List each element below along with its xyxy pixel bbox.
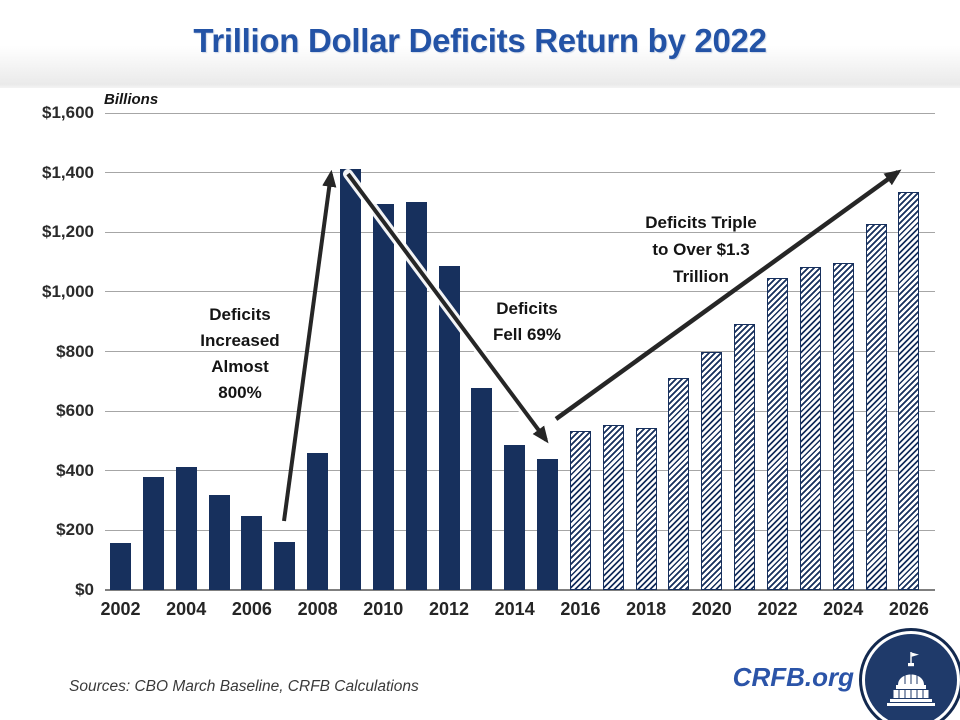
x-tick-label-2006: 2006: [231, 599, 272, 619]
bar-2017: [602, 425, 624, 590]
bar-2018: [635, 427, 657, 590]
page-title: Trillion Dollar Deficits Return by 2022: [193, 22, 767, 59]
x-tick-label-2014: 2014: [494, 599, 535, 619]
x-tick-label-2022: 2022: [757, 599, 798, 619]
annotation-line: Deficits Triple: [645, 213, 757, 232]
y-tick-label: $200: [56, 520, 94, 540]
bar-2019: [668, 378, 690, 590]
y-tick-label: $0: [75, 580, 94, 599]
bar-2020: [701, 352, 723, 590]
bar-2023: [799, 267, 821, 590]
bar-2003: [142, 477, 164, 590]
bar-2022: [767, 278, 788, 590]
annotation-line: Increased: [200, 331, 280, 350]
annotation-line: Deficits: [209, 305, 271, 324]
crfb-brand: CRFB.org: [732, 662, 854, 692]
x-tick-label-2012: 2012: [428, 599, 470, 619]
y-tick-label: $800: [56, 341, 94, 361]
bar-2021: [734, 323, 756, 590]
bar-2024: [832, 263, 854, 590]
annotation-line: Almost: [211, 357, 269, 376]
bar-2015: [537, 459, 559, 590]
annotation-line: 800%: [218, 383, 262, 402]
gridline-1600: [105, 112, 935, 114]
bar-2025: [865, 224, 887, 590]
bar-2026: [898, 191, 920, 590]
bar-2008: [307, 453, 329, 590]
bar-2002: [110, 542, 131, 590]
bar-2006: [241, 516, 263, 590]
x-axis-line: [105, 589, 935, 591]
annotation-line: Fell 69%: [492, 325, 562, 344]
annotation-deficits-increased: Deficits Increased Almost 800%: [155, 302, 325, 406]
annotation-deficits-triple: Deficits Triple to Over $1.3 Trillion: [611, 209, 791, 290]
gridline-1400: [105, 172, 935, 174]
y-tick-label: $1,200: [42, 222, 94, 242]
x-tick-label-2010: 2010: [363, 599, 404, 619]
x-tick-label-2008: 2008: [297, 599, 338, 619]
annotation-line: Trillion: [673, 267, 729, 286]
y-tick-label: $1,400: [42, 162, 94, 182]
bar-2011: [405, 202, 427, 590]
y-tick-label: $1,600: [42, 103, 94, 122]
crfb-logo: [862, 631, 960, 720]
bar-2016: [569, 430, 591, 590]
capitol-dome-icon: [887, 652, 935, 706]
x-tick-label-2024: 2024: [823, 599, 864, 619]
annotation-line: to Over $1.3: [652, 240, 750, 259]
y-tick-label: $1,000: [42, 281, 94, 301]
bar-2010: [372, 204, 394, 590]
sources-note: Sources: CBO March Baseline, CRFB Calcul…: [69, 678, 419, 695]
y-tick-label: $400: [56, 460, 94, 480]
x-tick-label-2002: 2002: [100, 599, 141, 619]
bar-2005: [208, 495, 230, 590]
y-tick-label: $600: [56, 401, 94, 421]
annotation-deficits-fell: Deficits Fell 69%: [447, 296, 607, 348]
bar-2013: [471, 387, 493, 590]
gridline-1200: [105, 231, 935, 233]
x-tick-label-2004: 2004: [166, 599, 207, 619]
x-tick-label-2020: 2020: [691, 599, 732, 619]
bar-2014: [504, 445, 526, 590]
title-band: [0, 0, 960, 88]
bar-2004: [175, 466, 197, 590]
bar-2007: [274, 542, 296, 590]
y-axis-unit-label: Billions: [104, 91, 159, 108]
x-tick-label-2016: 2016: [560, 599, 601, 619]
x-tick-label-2026: 2026: [888, 599, 929, 619]
x-tick-label-2018: 2018: [626, 599, 667, 619]
bar-2009: [339, 168, 361, 590]
annotation-line: Deficits: [496, 299, 558, 318]
